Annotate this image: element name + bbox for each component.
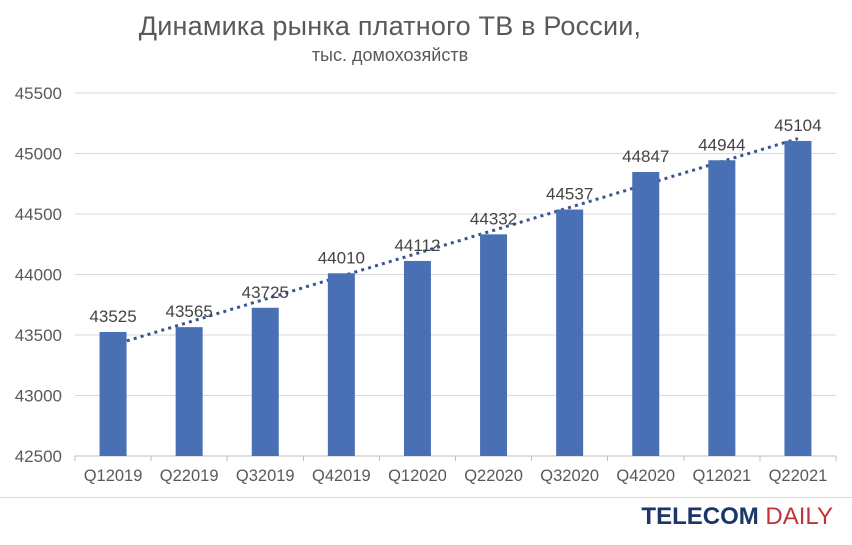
- bar: [99, 331, 127, 456]
- footer-divider: [0, 497, 852, 498]
- x-tick-label: Q42020: [616, 467, 675, 485]
- bar: [632, 172, 660, 456]
- bar-value-label: 44847: [622, 147, 669, 166]
- x-tick-label: Q42019: [312, 467, 371, 485]
- bar: [327, 273, 355, 456]
- y-tick-label: 42500: [15, 447, 62, 466]
- bar-value-label: 43525: [89, 307, 136, 326]
- logo-telecom-text: TELECOM: [641, 503, 759, 530]
- y-tick-label: 45000: [15, 145, 62, 164]
- x-tick-label: Q22020: [464, 467, 523, 485]
- bar: [708, 160, 736, 456]
- y-tick-label: 43000: [15, 387, 62, 406]
- chart-title: Динамика рынка платного ТВ в России,: [138, 11, 642, 41]
- bar-value-label: 44112: [394, 236, 440, 255]
- y-tick-label: 43500: [15, 326, 62, 345]
- bar-value-label: 43725: [242, 283, 289, 302]
- bar-value-label: 44537: [546, 185, 593, 204]
- x-tick-label: Q12020: [388, 467, 447, 485]
- bar-value-label: 45104: [774, 116, 821, 135]
- bar-value-label: 44944: [698, 135, 745, 154]
- y-tick-label: 45500: [15, 84, 62, 103]
- x-tick-label: Q12021: [692, 467, 751, 485]
- y-tick-label: 44000: [15, 266, 62, 285]
- bar-chart-plot: 43525 43565 43725 44010 44112 44332 44537 44847…: [15, 84, 837, 485]
- x-tick-label: Q32020: [540, 467, 599, 485]
- bar: [175, 327, 203, 456]
- bar-value-label: 43565: [166, 302, 213, 321]
- bar-value-label: 44332: [470, 209, 517, 228]
- x-tick-label: Q32019: [236, 467, 295, 485]
- bar: [556, 209, 584, 456]
- logo-daily-text: DAILY: [765, 503, 833, 530]
- y-tick-label: 44500: [15, 205, 62, 224]
- x-tick-label: Q22019: [160, 467, 219, 485]
- telecom-daily-logo: TELECOM DAILY: [641, 504, 833, 530]
- x-tick-label: Q12019: [84, 467, 143, 485]
- bar: [784, 140, 812, 456]
- x-tick-label: Q22021: [769, 467, 828, 485]
- chart-subtitle: тыс. домохозяйств: [311, 45, 469, 65]
- bar: [480, 234, 508, 456]
- bar-value-label: 44010: [318, 248, 365, 267]
- trendline: [112, 137, 799, 347]
- bar: [251, 307, 279, 456]
- bar: [403, 260, 431, 456]
